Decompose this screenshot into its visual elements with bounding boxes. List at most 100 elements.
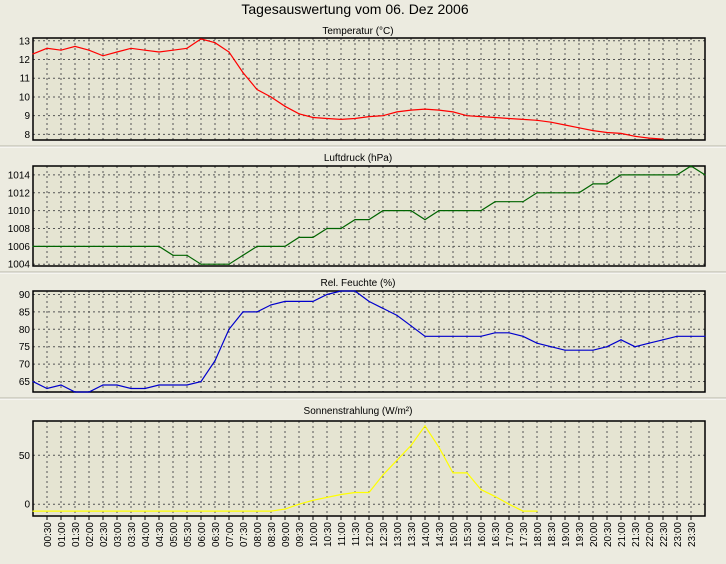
x-tick-label: 07:00 xyxy=(225,522,236,547)
x-tick-label: 20:00 xyxy=(589,522,600,547)
x-tick-label: 22:00 xyxy=(645,522,656,547)
humidity-data-point xyxy=(550,346,552,348)
humidity-data-point xyxy=(200,380,202,383)
humidity-data-point xyxy=(438,335,440,337)
temperature-data-point xyxy=(396,111,398,113)
radiation-data-point xyxy=(284,508,286,510)
humidity-data-point xyxy=(74,391,76,393)
x-tick-label: 09:30 xyxy=(295,522,306,547)
x-tick-label: 19:30 xyxy=(575,522,586,547)
temperature-data-point xyxy=(200,38,202,40)
x-tick-label: 04:30 xyxy=(155,522,166,547)
pressure-data-point xyxy=(200,263,202,265)
pressure-data-point xyxy=(228,263,230,265)
temperature-data-point xyxy=(144,49,146,51)
x-tick-label: 15:30 xyxy=(463,522,474,547)
radiation-data-point xyxy=(354,491,356,494)
y-tick-label: 90 xyxy=(19,290,31,301)
temperature-data-point xyxy=(32,53,34,55)
temperature-data-point xyxy=(214,42,216,44)
humidity-data-point xyxy=(662,339,664,341)
temperature-data-point xyxy=(116,51,118,53)
humidity-data-point xyxy=(172,384,174,386)
temperature-data-point xyxy=(648,137,650,139)
temperature-data-point xyxy=(508,117,510,120)
x-tick-label: 10:00 xyxy=(309,522,320,547)
pressure-data-point xyxy=(592,183,594,185)
radiation-data-point xyxy=(452,472,454,474)
temperature-data-point xyxy=(382,115,384,117)
humidity-data-point xyxy=(396,314,398,316)
temperature-data-point xyxy=(550,121,552,123)
y-tick-label: 0 xyxy=(24,500,30,511)
chart-pressure: Luftdruck (hPa) 1004 1006 1008 1010 1012 1014 xyxy=(0,153,726,274)
humidity-data-point xyxy=(256,311,258,313)
pressure-data-point xyxy=(564,192,566,194)
y-tick-label: 85 xyxy=(19,307,31,318)
pressure-data-point xyxy=(340,227,342,230)
temperature-data-point xyxy=(74,45,76,48)
page-title: Tagesauswertung vom 06. Dez 2006 xyxy=(241,1,468,17)
pressure-data-point xyxy=(690,165,692,167)
x-tick-label: 16:00 xyxy=(477,522,488,547)
temperature-data-point xyxy=(424,108,426,110)
humidity-data-point xyxy=(298,300,300,303)
y-tick-label: 1010 xyxy=(8,206,31,217)
temperature-data-point xyxy=(242,72,244,74)
radiation-data-point xyxy=(466,472,468,474)
temperature-data-point xyxy=(270,96,272,98)
y-tick-label: 12 xyxy=(19,55,31,66)
humidity-data-point xyxy=(158,384,160,386)
chart-title: Sonnenstrahlung (W/m²) xyxy=(304,406,413,417)
humidity-data-point xyxy=(130,387,132,390)
pressure-data-point xyxy=(242,254,244,256)
x-tick-label: 17:00 xyxy=(505,522,516,547)
humidity-data-point xyxy=(144,387,146,390)
pressure-data-point xyxy=(648,174,650,176)
temperature-data-point xyxy=(172,49,174,51)
pressure-data-point xyxy=(536,192,538,194)
y-tick-label: 11 xyxy=(20,74,31,85)
x-tick-label: 19:00 xyxy=(561,522,572,547)
x-tick-label: 06:00 xyxy=(197,522,208,547)
pressure-data-point xyxy=(354,218,356,221)
pressure-data-point xyxy=(438,210,440,212)
temperature-data-point xyxy=(480,116,482,118)
humidity-data-point xyxy=(60,384,62,386)
temperature-data-point xyxy=(410,109,412,111)
temperature-data-point xyxy=(186,47,188,49)
radiation-data-point xyxy=(270,510,272,512)
pressure-data-point xyxy=(172,254,174,256)
temperature-data-point xyxy=(578,127,580,129)
temperature-series-line xyxy=(32,38,664,140)
x-tick-label: 04:00 xyxy=(141,522,152,547)
charts-area: Temperatur (°C) 8 9 10 11 12 13 Luftdruck (hPa)… xyxy=(0,26,726,517)
humidity-data-point xyxy=(452,335,454,337)
pressure-data-point xyxy=(410,210,412,212)
radiation-data-point xyxy=(46,510,48,512)
temperature-data-point xyxy=(536,119,538,121)
x-tick-label: 18:00 xyxy=(533,522,544,547)
x-tick-label: 05:30 xyxy=(183,522,194,547)
pressure-data-point xyxy=(466,210,468,212)
chart-temperature: Temperatur (°C) 8 9 10 11 12 13 xyxy=(0,26,726,148)
radiation-data-point xyxy=(522,510,524,512)
x-tick-label: 18:30 xyxy=(547,522,558,547)
humidity-data-point xyxy=(620,339,622,341)
temperature-data-point xyxy=(522,118,524,121)
x-tick-label: 13:30 xyxy=(407,522,418,547)
x-tick-label: 14:30 xyxy=(435,522,446,547)
temperature-data-point xyxy=(46,47,48,49)
x-tick-label: 17:30 xyxy=(519,522,530,547)
radiation-data-point xyxy=(368,491,370,494)
pressure-data-point xyxy=(326,227,328,230)
radiation-data-point xyxy=(438,446,440,449)
temperature-data-point xyxy=(284,105,286,107)
temperature-data-point xyxy=(298,113,300,115)
temperature-data-point xyxy=(256,88,258,91)
temperature-data-point xyxy=(312,116,314,119)
x-tick-label: 14:00 xyxy=(421,522,432,547)
temperature-data-point xyxy=(494,116,496,119)
y-tick-label: 1014 xyxy=(8,170,31,181)
pressure-data-point xyxy=(606,183,608,185)
